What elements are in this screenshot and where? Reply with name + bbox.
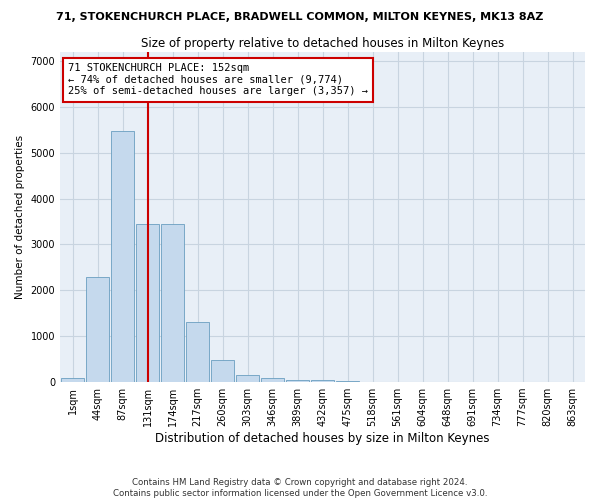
X-axis label: Distribution of detached houses by size in Milton Keynes: Distribution of detached houses by size … bbox=[155, 432, 490, 445]
Bar bbox=[236, 374, 259, 382]
Text: 71, STOKENCHURCH PLACE, BRADWELL COMMON, MILTON KEYNES, MK13 8AZ: 71, STOKENCHURCH PLACE, BRADWELL COMMON,… bbox=[56, 12, 544, 22]
Bar bbox=[311, 380, 334, 382]
Bar bbox=[286, 380, 309, 382]
Bar bbox=[86, 278, 109, 382]
Bar bbox=[61, 378, 84, 382]
Bar bbox=[111, 130, 134, 382]
Y-axis label: Number of detached properties: Number of detached properties bbox=[15, 135, 25, 299]
Text: Contains HM Land Registry data © Crown copyright and database right 2024.
Contai: Contains HM Land Registry data © Crown c… bbox=[113, 478, 487, 498]
Title: Size of property relative to detached houses in Milton Keynes: Size of property relative to detached ho… bbox=[141, 38, 504, 51]
Bar bbox=[136, 224, 159, 382]
Text: 71 STOKENCHURCH PLACE: 152sqm
← 74% of detached houses are smaller (9,774)
25% o: 71 STOKENCHURCH PLACE: 152sqm ← 74% of d… bbox=[68, 63, 368, 96]
Bar bbox=[186, 322, 209, 382]
Bar bbox=[211, 360, 234, 382]
Bar bbox=[161, 224, 184, 382]
Bar bbox=[261, 378, 284, 382]
